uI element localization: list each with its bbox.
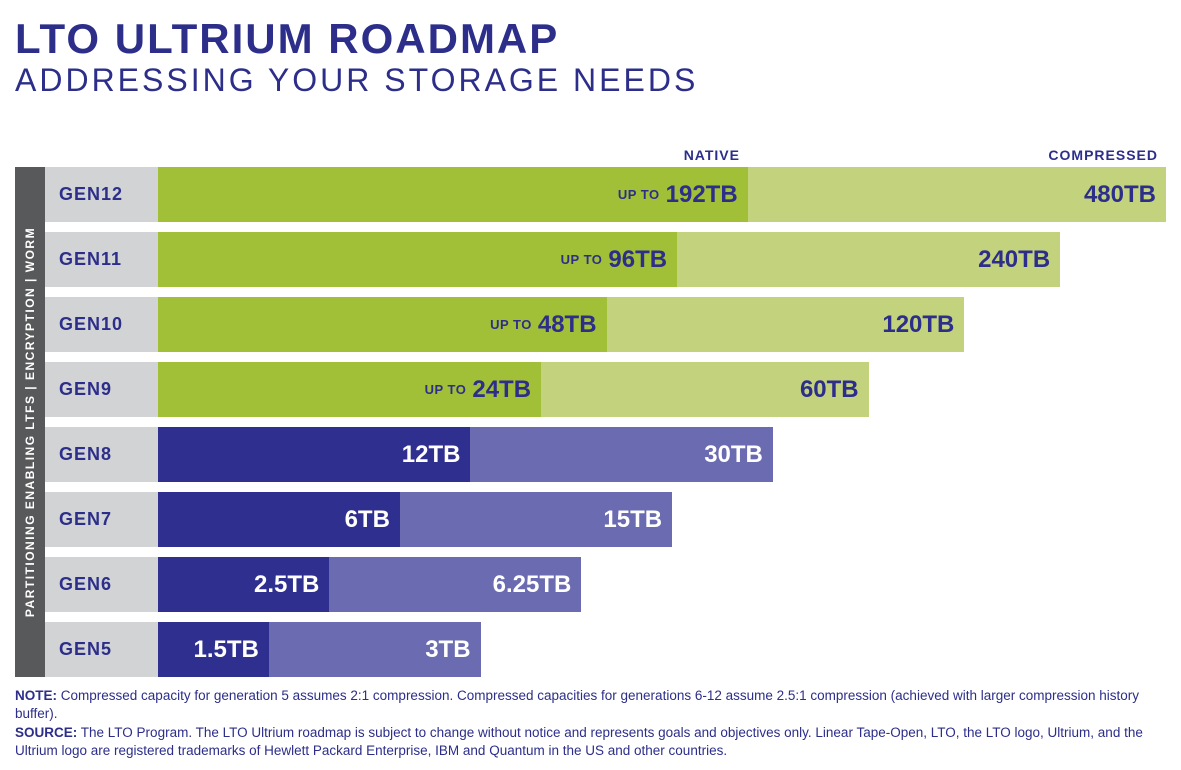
chart-row-gen6: GEN6 6.25TB 2.5TB bbox=[45, 557, 1166, 612]
chart-row-gen11: GEN11 240TB UP TO 96TB bbox=[45, 232, 1166, 287]
gen-label: GEN5 bbox=[45, 622, 158, 677]
compressed-value: 3TB bbox=[425, 636, 470, 664]
gen-label: GEN8 bbox=[45, 427, 158, 482]
bar-area: 15TB 6TB bbox=[158, 492, 1166, 547]
chart-row-gen5: GEN5 3TB 1.5TB bbox=[45, 622, 1166, 677]
note-text: Compressed capacity for generation 5 ass… bbox=[15, 688, 1139, 721]
header-native: NATIVE bbox=[15, 147, 748, 163]
compressed-value: 60TB bbox=[800, 376, 859, 404]
compressed-value: 6.25TB bbox=[493, 571, 572, 599]
bar-native: 1.5TB bbox=[158, 622, 269, 677]
source-label: SOURCE: bbox=[15, 725, 77, 740]
compressed-value: 480TB bbox=[1084, 181, 1156, 209]
bar-area: 30TB 12TB bbox=[158, 427, 1166, 482]
bar-native: 2.5TB bbox=[158, 557, 329, 612]
gen-label: GEN7 bbox=[45, 492, 158, 547]
native-prefix: UP TO bbox=[425, 382, 467, 397]
compressed-value: 240TB bbox=[978, 246, 1050, 274]
compressed-value: 120TB bbox=[882, 311, 954, 339]
note: NOTE: Compressed capacity for generation… bbox=[15, 687, 1166, 723]
bar-native: 12TB bbox=[158, 427, 470, 482]
bar-area: 6.25TB 2.5TB bbox=[158, 557, 1166, 612]
native-value: 48TB bbox=[538, 311, 597, 339]
chart-rows: GEN12480TBUP TO192TBGEN11240TBUP TO96TBG… bbox=[45, 167, 1166, 677]
source-text: The LTO Program. The LTO Ultrium roadmap… bbox=[15, 725, 1143, 758]
native-value: 192TB bbox=[666, 181, 738, 209]
side-label-text: PARTITIONING ENABLING LTFS | ENCRYPTION … bbox=[23, 227, 37, 617]
header-compressed: COMPRESSED bbox=[748, 147, 1166, 163]
column-headers: NATIVE COMPRESSED bbox=[15, 147, 1166, 163]
gen-label: GEN9 bbox=[45, 362, 158, 417]
bar-area: 480TB UP TO 192TB bbox=[158, 167, 1166, 222]
chart-row-gen12: GEN12 480TB UP TO 192TB bbox=[45, 167, 1166, 222]
native-prefix: UP TO bbox=[490, 317, 532, 332]
chart-body: PARTITIONING ENABLING LTFS | ENCRYPTION … bbox=[15, 167, 1166, 677]
bar-area: 240TB UP TO 96TB bbox=[158, 232, 1166, 287]
side-label: PARTITIONING ENABLING LTFS | ENCRYPTION … bbox=[15, 167, 45, 677]
bar-native: UP TO 192TB bbox=[158, 167, 748, 222]
chart-row-gen9: GEN9 60TB UP TO 24TB bbox=[45, 362, 1166, 417]
native-value: 24TB bbox=[472, 376, 531, 404]
bar-native: UP TO 24TB bbox=[158, 362, 541, 417]
chart-row-gen8: GEN8 30TB 12TB bbox=[45, 427, 1166, 482]
bar-area: 3TB 1.5TB bbox=[158, 622, 1166, 677]
compressed-value: 15TB bbox=[603, 506, 662, 534]
source: SOURCE: The LTO Program. The LTO Ultrium… bbox=[15, 724, 1166, 760]
bar-native: UP TO 96TB bbox=[158, 232, 677, 287]
native-prefix: UP TO bbox=[618, 187, 660, 202]
native-value: 12TB bbox=[402, 441, 461, 469]
bar-area: 120TB UP TO 48TB bbox=[158, 297, 1166, 352]
subtitle: ADDRESSING YOUR STORAGE NEEDS bbox=[15, 62, 1166, 99]
chart-row-gen7: GEN7 15TB 6TB bbox=[45, 492, 1166, 547]
gen-label: GEN10 bbox=[45, 297, 158, 352]
chart-row-gen10: GEN10 120TB UP TO 48TB bbox=[45, 297, 1166, 352]
title: LTO ULTRIUM ROADMAP bbox=[15, 18, 1166, 60]
gen-label: GEN12 bbox=[45, 167, 158, 222]
compressed-value: 30TB bbox=[704, 441, 763, 469]
native-value: 96TB bbox=[608, 246, 667, 274]
native-value: 1.5TB bbox=[194, 636, 259, 664]
native-value: 6TB bbox=[345, 506, 390, 534]
chart: NATIVE COMPRESSED PARTITIONING ENABLING … bbox=[15, 147, 1166, 687]
gen-label: GEN11 bbox=[45, 232, 158, 287]
native-value: 2.5TB bbox=[254, 571, 319, 599]
bar-area: 60TB UP TO 24TB bbox=[158, 362, 1166, 417]
bar-native: 6TB bbox=[158, 492, 400, 547]
native-prefix: UP TO bbox=[561, 252, 603, 267]
footnotes: NOTE: Compressed capacity for generation… bbox=[15, 687, 1166, 760]
gen-label: GEN6 bbox=[45, 557, 158, 612]
bar-native: UP TO 48TB bbox=[158, 297, 607, 352]
note-label: NOTE: bbox=[15, 688, 57, 703]
